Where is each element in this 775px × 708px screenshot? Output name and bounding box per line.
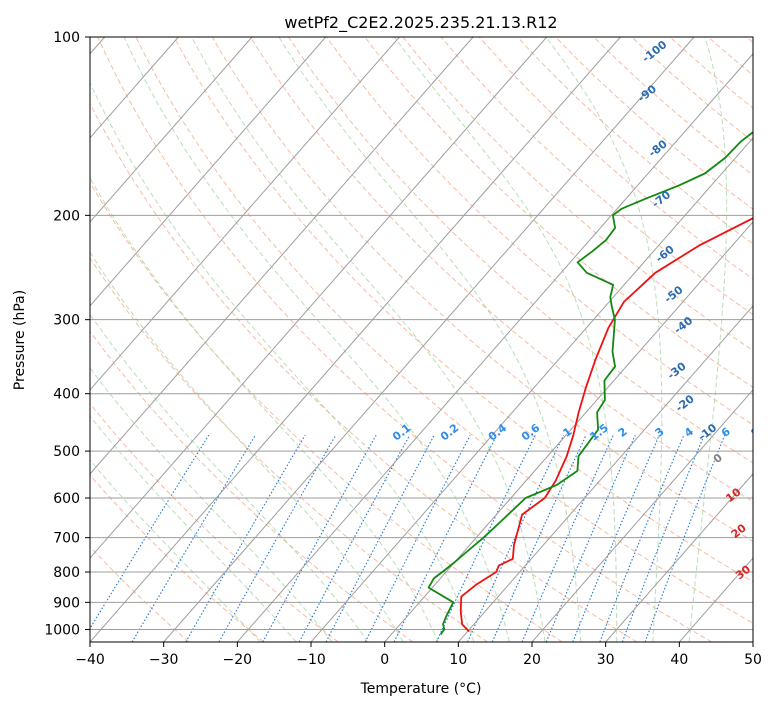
dry-adiabat-line	[440, 37, 753, 316]
dry-adiabat-line	[90, 474, 264, 642]
mixing-ratio-line	[298, 434, 411, 642]
moist-adiabat-line	[90, 459, 261, 642]
moist-adiabat-line	[90, 251, 404, 642]
y-tick-label: 400	[53, 387, 80, 403]
x-tick-label: −10	[296, 652, 326, 668]
isotherm-line	[90, 37, 621, 642]
isotherm-line	[310, 137, 753, 642]
moist-adiabat-line	[90, 176, 439, 642]
dry-adiabat-line	[249, 37, 753, 503]
isotherms	[90, 37, 753, 642]
dry-adiabat-line	[173, 37, 753, 583]
x-tick-label: 40	[670, 652, 688, 668]
mixing-ratio-label: 8	[748, 425, 762, 440]
dry-adiabat-line	[90, 257, 488, 642]
moist-adiabat-line	[90, 313, 369, 642]
moist-adiabat-line	[688, 37, 728, 642]
mixing-ratio-line	[185, 434, 306, 642]
y-tick-label: 100	[53, 30, 80, 46]
chart-title: wetPf2_C2E2.2025.235.21.13.R12	[284, 13, 557, 33]
moist-adiabat-line	[191, 37, 546, 642]
dry-adiabat-line	[90, 181, 563, 642]
isotherm-line	[531, 389, 753, 642]
isotherm-line	[384, 221, 753, 642]
mixing-ratio-line	[545, 434, 636, 642]
dry-adiabat-line	[90, 402, 339, 642]
sounding-profiles	[427, 131, 753, 636]
y-axis-ticks: 100 200 300 400 500 600 700 800 900 1000	[44, 30, 90, 638]
y-tick-label: 300	[53, 313, 80, 329]
moist-adiabat-line	[278, 37, 582, 642]
x-tick-label: −30	[149, 652, 179, 668]
isotherm-line	[457, 305, 753, 642]
mixing-ratio-line	[262, 434, 377, 642]
mixing-ratio-line	[131, 434, 256, 642]
plot-frame	[89, 36, 754, 643]
isotherm-line	[236, 53, 753, 642]
x-tick-label: 10	[449, 652, 467, 668]
mixing-ratio-line	[393, 434, 498, 642]
moist-adiabat-line	[90, 415, 297, 642]
x-tick-label: 30	[597, 652, 615, 668]
mixing-ratio-line	[90, 434, 210, 630]
isobars	[90, 37, 753, 630]
mixing-ratio-line	[572, 434, 660, 642]
moist-adiabat-line	[90, 367, 333, 642]
y-tick-label: 500	[53, 444, 80, 460]
isotherm-line	[90, 37, 400, 391]
isotherm-line	[90, 37, 548, 559]
x-axis-ticks: −40 −30 −20 −10 0 10 20 30 40 50	[75, 642, 762, 668]
mixing-ratio-line	[466, 434, 565, 642]
x-tick-label: 50	[744, 652, 762, 668]
moist-adiabat-line	[123, 37, 510, 642]
y-tick-label: 900	[53, 595, 80, 611]
moist-adiabat-line	[545, 37, 663, 642]
mixing-ratio-line	[644, 434, 726, 642]
x-axis-label: Temperature (°C)	[360, 681, 482, 697]
mixing-ratio-lines	[90, 434, 726, 642]
dewpoint-profile-line	[427, 131, 753, 636]
x-tick-label: −20	[223, 652, 253, 668]
dry-adiabat-line	[326, 37, 753, 426]
temperature-profile-line	[459, 217, 753, 633]
y-tick-label: 1000	[44, 622, 80, 638]
moist-adiabat-line	[90, 81, 475, 642]
dry-adiabat-line	[135, 37, 753, 624]
isotherm-line	[90, 37, 474, 475]
x-tick-label: −40	[75, 652, 105, 668]
x-tick-label: 20	[523, 652, 541, 668]
isotherm-line	[90, 37, 327, 307]
mixing-ratio-line	[218, 434, 337, 642]
dry-adiabat-line	[402, 37, 753, 352]
isotherm-line	[605, 473, 753, 642]
y-tick-label: 800	[53, 565, 80, 581]
y-tick-label: 700	[53, 531, 80, 547]
x-tick-label: 0	[380, 652, 389, 668]
y-tick-label: 200	[53, 208, 80, 224]
plot-area: -100-90-80-70-60-50-40-30-20-100.1 0.2 0.4…	[90, 37, 762, 642]
y-tick-label: 600	[53, 491, 80, 507]
dry-adiabat-line	[288, 37, 753, 464]
mixing-ratio-line	[325, 434, 435, 642]
isotherm-line	[90, 37, 253, 223]
isotherm-line	[163, 37, 695, 642]
y-axis-label: Pressure (hPa)	[12, 290, 28, 390]
moist-adiabats	[90, 37, 728, 642]
mixing-ratio-line	[435, 434, 536, 642]
